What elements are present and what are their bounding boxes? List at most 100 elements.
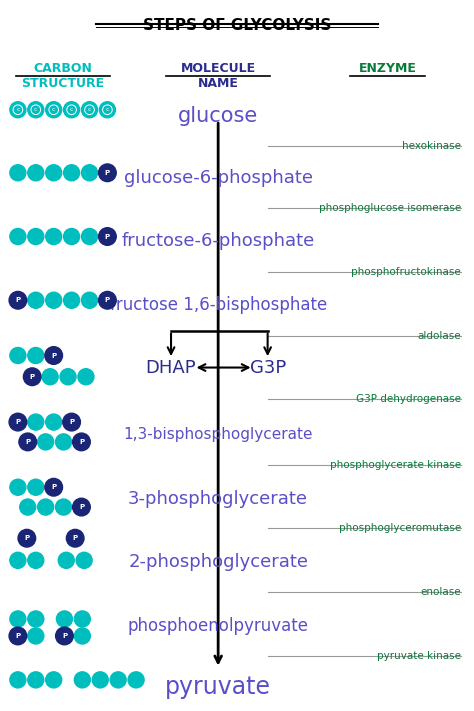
Ellipse shape <box>46 292 62 309</box>
Text: phosphoglycerate kinase: phosphoglycerate kinase <box>330 459 461 469</box>
Ellipse shape <box>28 292 44 309</box>
Ellipse shape <box>78 369 94 385</box>
Text: P: P <box>15 297 20 304</box>
Ellipse shape <box>19 433 36 451</box>
Ellipse shape <box>74 672 91 688</box>
Text: P: P <box>30 374 35 380</box>
Ellipse shape <box>76 552 92 568</box>
Ellipse shape <box>74 611 91 627</box>
Ellipse shape <box>46 102 62 118</box>
Text: P: P <box>51 484 56 490</box>
Ellipse shape <box>128 672 144 688</box>
Ellipse shape <box>64 228 80 245</box>
Ellipse shape <box>60 369 76 385</box>
Ellipse shape <box>9 413 27 431</box>
Ellipse shape <box>64 165 80 181</box>
Ellipse shape <box>28 611 44 627</box>
Text: P: P <box>73 535 78 541</box>
Ellipse shape <box>92 672 108 688</box>
Ellipse shape <box>82 292 98 309</box>
Ellipse shape <box>10 228 26 245</box>
Ellipse shape <box>9 627 27 645</box>
Ellipse shape <box>55 627 73 645</box>
Ellipse shape <box>99 164 116 181</box>
Ellipse shape <box>46 672 62 688</box>
Text: 2-phosphoglycerate: 2-phosphoglycerate <box>128 553 308 572</box>
Ellipse shape <box>45 347 63 364</box>
Ellipse shape <box>46 414 62 430</box>
Ellipse shape <box>28 165 44 181</box>
Text: 3-phosphoglycerate: 3-phosphoglycerate <box>128 490 308 508</box>
Ellipse shape <box>64 102 80 118</box>
Ellipse shape <box>64 292 80 309</box>
Text: P: P <box>79 504 84 510</box>
Ellipse shape <box>28 552 44 568</box>
Text: 1,3-bisphosphoglycerate: 1,3-bisphosphoglycerate <box>123 427 313 442</box>
Ellipse shape <box>10 348 26 363</box>
Ellipse shape <box>99 292 116 309</box>
Text: G3P: G3P <box>249 358 286 377</box>
Text: MOLECULE
NAME: MOLECULE NAME <box>181 62 255 90</box>
Ellipse shape <box>99 228 116 245</box>
Ellipse shape <box>18 530 36 547</box>
Text: P: P <box>69 419 74 425</box>
Ellipse shape <box>73 498 90 516</box>
Text: phosphofructokinase: phosphofructokinase <box>351 267 461 277</box>
Ellipse shape <box>46 228 62 245</box>
Ellipse shape <box>9 292 27 309</box>
Text: c: c <box>52 107 55 112</box>
Text: P: P <box>51 353 56 358</box>
Text: P: P <box>79 439 84 445</box>
Ellipse shape <box>28 628 44 644</box>
Ellipse shape <box>10 165 26 181</box>
Text: phosphoglyceromutase: phosphoglyceromutase <box>338 523 461 533</box>
Ellipse shape <box>28 348 44 363</box>
Text: STEPS OF GLYCOLYSIS: STEPS OF GLYCOLYSIS <box>143 18 331 33</box>
Ellipse shape <box>82 102 98 118</box>
Ellipse shape <box>28 102 44 118</box>
Text: ENZYME: ENZYME <box>359 62 417 75</box>
Ellipse shape <box>55 434 72 450</box>
Text: c: c <box>34 107 37 112</box>
Ellipse shape <box>82 165 98 181</box>
Ellipse shape <box>28 414 44 430</box>
Text: P: P <box>62 633 67 639</box>
Ellipse shape <box>110 672 126 688</box>
Text: pyruvate: pyruvate <box>165 675 271 699</box>
Text: hexokinase: hexokinase <box>402 141 461 151</box>
Ellipse shape <box>10 611 26 627</box>
Text: enolase: enolase <box>420 587 461 597</box>
Ellipse shape <box>66 530 84 547</box>
Ellipse shape <box>73 433 90 451</box>
Text: P: P <box>24 535 29 541</box>
Text: phosphoglucose isomerase: phosphoglucose isomerase <box>319 203 461 213</box>
Text: c: c <box>88 107 91 112</box>
Text: fructose 1,6-bisphosphate: fructose 1,6-bisphosphate <box>109 296 327 314</box>
Text: P: P <box>15 419 20 425</box>
Ellipse shape <box>37 434 54 450</box>
Ellipse shape <box>10 479 26 496</box>
Text: phosphoenolpyruvate: phosphoenolpyruvate <box>128 617 309 635</box>
Text: P: P <box>105 170 110 176</box>
Ellipse shape <box>58 552 74 568</box>
Ellipse shape <box>55 499 72 515</box>
Ellipse shape <box>10 102 26 118</box>
Text: c: c <box>16 107 19 112</box>
Ellipse shape <box>100 102 116 118</box>
Ellipse shape <box>82 228 98 245</box>
Text: c: c <box>106 107 109 112</box>
Text: DHAP: DHAP <box>146 358 196 377</box>
Ellipse shape <box>74 628 91 644</box>
Text: aldolase: aldolase <box>417 331 461 341</box>
Text: P: P <box>15 633 20 639</box>
Ellipse shape <box>28 672 44 688</box>
Text: fructose-6-phosphate: fructose-6-phosphate <box>121 232 315 250</box>
Ellipse shape <box>46 165 62 181</box>
Text: P: P <box>105 297 110 304</box>
Ellipse shape <box>56 611 73 627</box>
Text: c: c <box>70 107 73 112</box>
Ellipse shape <box>37 499 54 515</box>
Text: CARBON
STRUCTURE: CARBON STRUCTURE <box>21 62 104 90</box>
Text: glucose: glucose <box>178 106 258 126</box>
Text: P: P <box>105 233 110 240</box>
